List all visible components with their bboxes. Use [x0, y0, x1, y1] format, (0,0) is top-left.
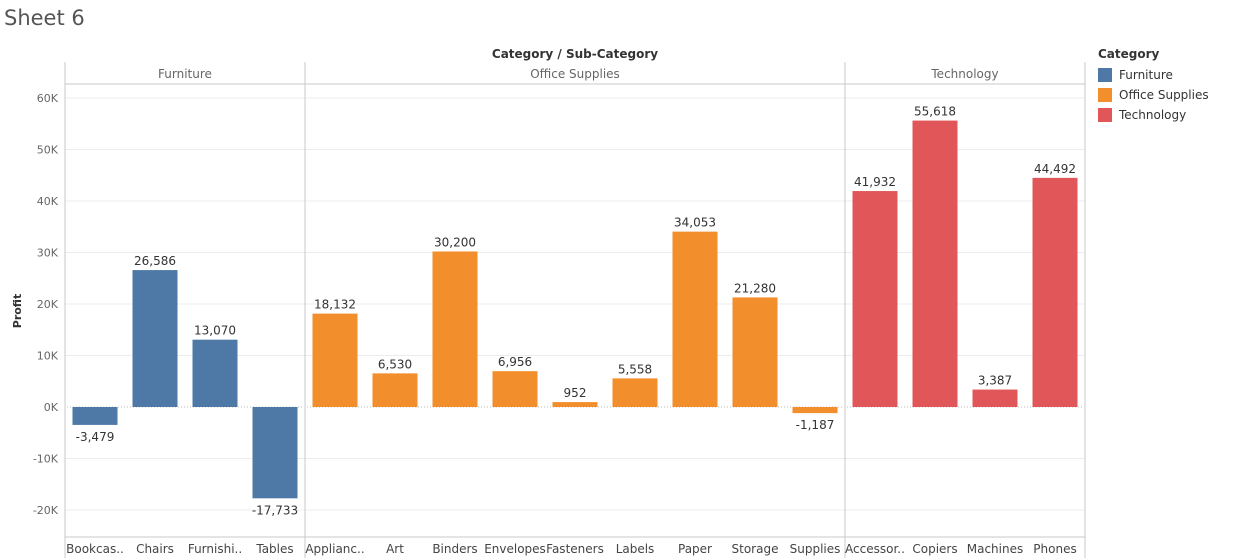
group-header-furniture: Furniture: [158, 67, 212, 81]
y-tick-label: 10K: [37, 350, 59, 363]
bar-office-supplies-1[interactable]: [372, 373, 418, 407]
data-label: 6,530: [378, 357, 412, 371]
y-tick-label: 0K: [44, 401, 59, 414]
bar-office-supplies-7[interactable]: [732, 297, 778, 407]
y-tick-label: -10K: [33, 453, 59, 466]
x-tick-label: Supplies: [790, 542, 841, 556]
bar-furniture-0[interactable]: [72, 407, 118, 425]
x-tick-label: Phones: [1033, 542, 1076, 556]
bar-office-supplies-8[interactable]: [792, 407, 838, 414]
legend-swatch-office-supplies: [1098, 88, 1112, 102]
y-tick-label: 60K: [37, 92, 59, 105]
sheet-title: Sheet 6: [4, 6, 85, 30]
x-tick-label: Storage: [732, 542, 779, 556]
data-label: 41,932: [854, 175, 896, 189]
data-label: -17,733: [252, 503, 298, 517]
group-header-technology: Technology: [930, 67, 998, 81]
group-header-office-supplies: Office Supplies: [530, 67, 620, 81]
y-tick-label: 30K: [37, 247, 59, 260]
x-tick-label: Copiers: [912, 542, 957, 556]
x-tick-label: Accessor..: [845, 542, 905, 556]
x-tick-label: Binders: [432, 542, 477, 556]
bar-office-supplies-0[interactable]: [312, 313, 358, 407]
data-label: 18,132: [314, 298, 356, 312]
legend-item-office-supplies[interactable]: Office Supplies: [1098, 85, 1209, 105]
y-tick-label: 50K: [37, 144, 59, 157]
legend-label-technology: Technology: [1119, 108, 1187, 122]
data-label: 952: [564, 386, 587, 400]
x-tick-label: Applianc..: [305, 542, 364, 556]
bar-office-supplies-5[interactable]: [612, 378, 658, 407]
data-label: 21,280: [734, 281, 776, 295]
legend-item-furniture[interactable]: Furniture: [1098, 65, 1209, 85]
bar-office-supplies-3[interactable]: [492, 371, 538, 407]
data-label: 13,070: [194, 324, 236, 338]
x-tick-label: Tables: [255, 542, 293, 556]
x-tick-label: Fasteners: [546, 542, 604, 556]
data-label: 44,492: [1034, 162, 1076, 176]
data-label: 26,586: [134, 254, 176, 268]
bar-office-supplies-6[interactable]: [672, 231, 718, 407]
bar-technology-1[interactable]: [912, 120, 958, 408]
y-tick-label: 40K: [37, 195, 59, 208]
legend-swatch-technology: [1098, 108, 1112, 122]
x-tick-label: Envelopes: [484, 542, 546, 556]
data-label: 3,387: [978, 374, 1012, 388]
y-axis-title: Profit: [11, 294, 24, 328]
chart-title: Category / Sub-Category: [492, 47, 658, 61]
legend-title: Category: [1098, 47, 1160, 61]
data-label: 5,558: [618, 362, 652, 376]
y-tick-label: 20K: [37, 298, 59, 311]
x-tick-label: Art: [386, 542, 404, 556]
legend-swatch-furniture: [1098, 68, 1112, 82]
x-tick-label: Bookcas..: [66, 542, 124, 556]
data-label: 55,618: [914, 105, 956, 119]
data-label: -3,479: [76, 430, 115, 444]
legend-item-technology[interactable]: Technology: [1098, 105, 1209, 125]
bar-furniture-1[interactable]: [132, 270, 178, 407]
data-label: 6,956: [498, 355, 532, 369]
data-label: 30,200: [434, 235, 476, 249]
x-tick-label: Chairs: [136, 542, 174, 556]
data-label: 34,053: [674, 216, 716, 230]
bar-technology-2[interactable]: [972, 389, 1018, 407]
data-label: -1,187: [796, 418, 835, 432]
x-tick-label: Paper: [678, 542, 712, 556]
y-tick-label: -20K: [33, 504, 59, 517]
bar-office-supplies-2[interactable]: [432, 251, 478, 407]
x-tick-label: Furnishi..: [188, 542, 242, 556]
bar-furniture-3[interactable]: [252, 407, 298, 499]
x-tick-label: Labels: [616, 542, 655, 556]
bar-furniture-2[interactable]: [192, 339, 238, 407]
x-tick-label: Machines: [967, 542, 1023, 556]
legend-label-office-supplies: Office Supplies: [1119, 88, 1209, 102]
legend-label-furniture: Furniture: [1119, 68, 1173, 82]
bar-technology-3[interactable]: [1032, 177, 1078, 407]
bar-office-supplies-4[interactable]: [552, 402, 598, 407]
legend: Category Furniture Office Supplies Techn…: [1098, 47, 1209, 125]
bar-technology-0[interactable]: [852, 191, 898, 407]
profit-bar-chart: Category / Sub-Category -20K -10K 0K 10K 20K 3…: [11, 47, 1086, 558]
